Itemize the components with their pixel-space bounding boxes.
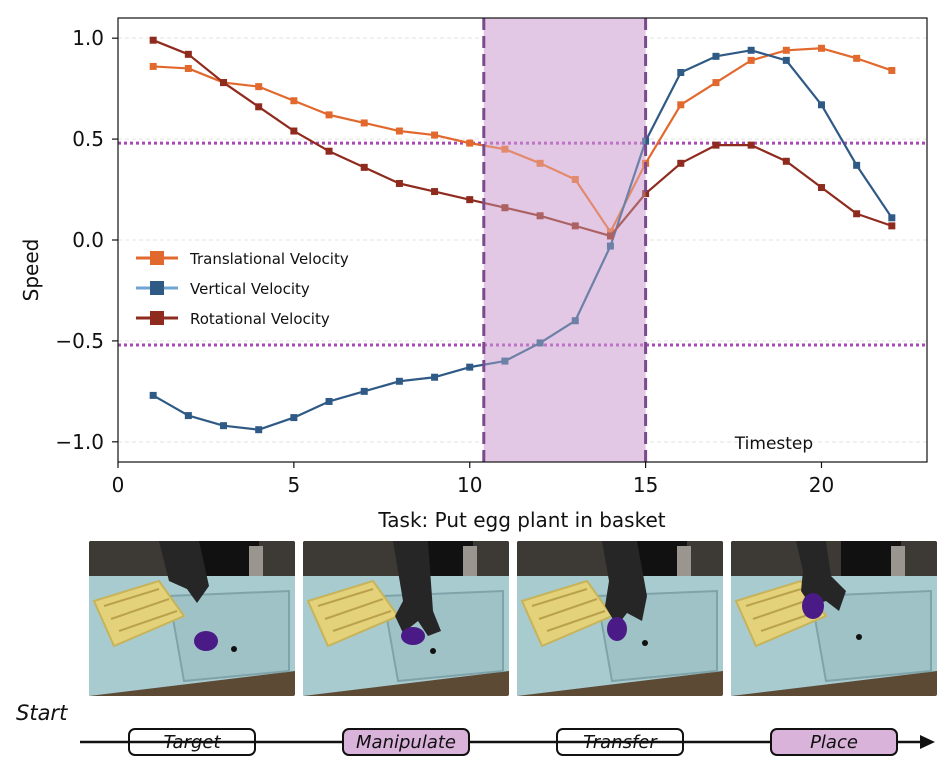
stage-transfer: Transfer bbox=[556, 728, 684, 756]
data-point-0 bbox=[677, 101, 685, 109]
series-line-2 bbox=[152, 39, 893, 238]
legend-label-vertical: Vertical Velocity bbox=[190, 280, 310, 298]
frame-manipulate bbox=[303, 541, 509, 696]
frame-place bbox=[731, 541, 937, 696]
data-point-1 bbox=[747, 46, 755, 54]
data-point-1 bbox=[782, 56, 790, 64]
data-point-1 bbox=[712, 52, 720, 60]
data-point-2 bbox=[782, 157, 790, 165]
data-point-0 bbox=[606, 228, 614, 236]
data-point-0 bbox=[888, 66, 896, 74]
data-point-2 bbox=[677, 159, 685, 167]
frame-target bbox=[89, 541, 295, 696]
legend: Translational Velocity Vertical Velocity… bbox=[136, 250, 349, 328]
data-point-0 bbox=[395, 127, 403, 135]
data-point-1 bbox=[325, 397, 333, 405]
x-tick-label: 0 bbox=[112, 473, 125, 497]
legend-item-vertical: Vertical Velocity bbox=[136, 280, 310, 298]
data-point-2 bbox=[466, 196, 474, 204]
data-point-0 bbox=[853, 54, 861, 62]
data-point-1 bbox=[220, 422, 228, 430]
data-point-1 bbox=[677, 68, 685, 76]
data-point-2 bbox=[817, 184, 825, 192]
data-point-2 bbox=[255, 103, 263, 111]
y-tick-label: −1.0 bbox=[55, 430, 104, 454]
start-label: Start bbox=[16, 701, 68, 725]
data-point-0 bbox=[536, 159, 544, 167]
data-point-1 bbox=[817, 101, 825, 109]
data-point-0 bbox=[431, 131, 439, 139]
stage-place: Place bbox=[770, 728, 898, 756]
data-point-2 bbox=[642, 190, 650, 198]
data-point-0 bbox=[184, 64, 192, 72]
data-point-2 bbox=[149, 36, 157, 44]
data-point-1 bbox=[360, 387, 368, 395]
y-axis-label: Speed bbox=[19, 239, 43, 302]
highlight-band bbox=[483, 18, 646, 462]
data-point-1 bbox=[184, 412, 192, 420]
y-tick-label: 1.0 bbox=[72, 26, 104, 50]
legend-label-rotational: Rotational Velocity bbox=[190, 310, 330, 328]
data-point-1 bbox=[431, 373, 439, 381]
x-tick-label: 5 bbox=[288, 473, 301, 497]
data-point-1 bbox=[606, 242, 614, 250]
series-line-1 bbox=[152, 49, 893, 431]
legend-item-rotational: Rotational Velocity bbox=[136, 310, 330, 328]
data-point-1 bbox=[395, 377, 403, 385]
data-point-2 bbox=[888, 222, 896, 230]
plot-area: 0 5 10 15 20 1.0 0.5 0.0 −0.5 −1.0 bbox=[55, 17, 928, 497]
data-point-0 bbox=[817, 44, 825, 52]
data-point-2 bbox=[606, 232, 614, 240]
y-tick-label: 0.5 bbox=[72, 127, 104, 151]
data-point-0 bbox=[255, 83, 263, 91]
data-point-2 bbox=[395, 179, 403, 187]
x-tick-label: 15 bbox=[633, 473, 658, 497]
timestep-annotation: Timestep bbox=[734, 434, 813, 454]
frame-transfer bbox=[517, 541, 723, 696]
data-point-2 bbox=[325, 147, 333, 155]
data-point-0 bbox=[712, 79, 720, 87]
data-point-2 bbox=[536, 212, 544, 220]
data-point-0 bbox=[747, 56, 755, 64]
data-point-1 bbox=[571, 317, 579, 325]
y-tick-label: 0.0 bbox=[72, 228, 104, 252]
data-point-0 bbox=[466, 139, 474, 147]
x-tick-label: 20 bbox=[809, 473, 834, 497]
data-point-1 bbox=[149, 391, 157, 399]
data-point-1 bbox=[888, 214, 896, 222]
data-point-1 bbox=[853, 161, 861, 169]
data-point-2 bbox=[290, 127, 298, 135]
data-point-2 bbox=[712, 141, 720, 149]
data-point-2 bbox=[220, 79, 228, 87]
data-point-1 bbox=[642, 137, 650, 145]
x-axis-label: Task: Put egg plant in basket bbox=[377, 508, 665, 532]
highlight-band-overlay bbox=[483, 18, 646, 462]
y-tick-label: −0.5 bbox=[55, 329, 104, 353]
legend-label-translational: Translational Velocity bbox=[189, 250, 349, 268]
x-tick-label: 10 bbox=[457, 473, 482, 497]
data-point-1 bbox=[255, 426, 263, 434]
data-point-0 bbox=[782, 46, 790, 54]
data-point-0 bbox=[149, 62, 157, 70]
data-point-2 bbox=[184, 50, 192, 58]
data-point-0 bbox=[325, 111, 333, 119]
data-point-2 bbox=[571, 222, 579, 230]
data-point-2 bbox=[501, 204, 509, 212]
speed-chart: 0 5 10 15 20 1.0 0.5 0.0 −0.5 −1.0 Speed Task: Pu… bbox=[19, 17, 928, 532]
data-point-1 bbox=[466, 363, 474, 371]
stage-target: Target bbox=[128, 728, 256, 756]
data-point-0 bbox=[290, 97, 298, 105]
data-point-1 bbox=[501, 357, 509, 365]
data-point-0 bbox=[360, 119, 368, 127]
data-point-0 bbox=[501, 145, 509, 153]
data-point-1 bbox=[290, 414, 298, 422]
data-point-2 bbox=[853, 210, 861, 218]
data-point-2 bbox=[431, 188, 439, 196]
stage-manipulate: Manipulate bbox=[342, 728, 470, 756]
data-point-1 bbox=[536, 339, 544, 347]
legend-item-translational: Translational Velocity bbox=[136, 250, 349, 268]
data-point-2 bbox=[747, 141, 755, 149]
data-point-2 bbox=[360, 163, 368, 171]
data-point-0 bbox=[571, 175, 579, 183]
